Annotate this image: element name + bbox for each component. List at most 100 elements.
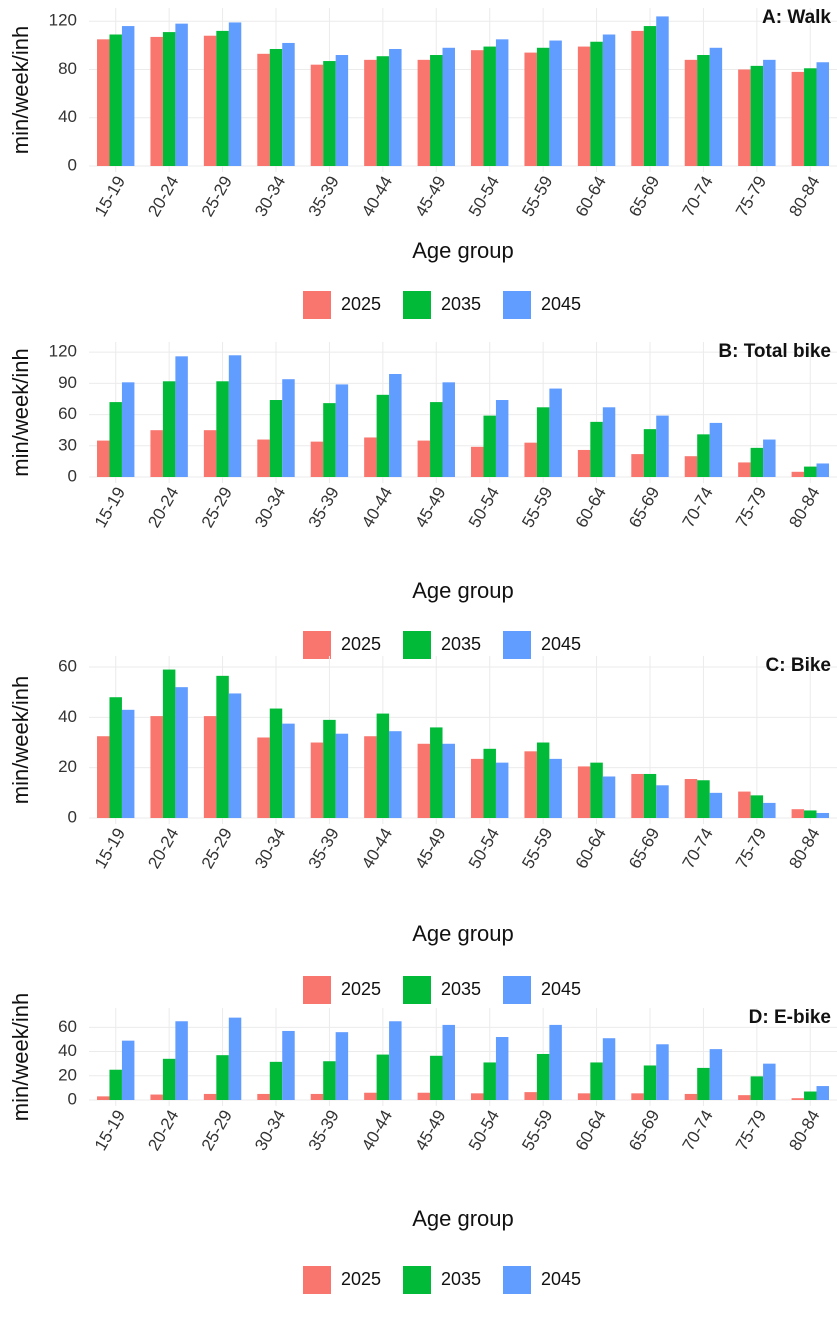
y-tick-label: 0 — [68, 1089, 77, 1108]
bar — [804, 68, 817, 166]
bar — [150, 716, 163, 818]
x-tick-label: 25-29 — [198, 825, 236, 872]
bar — [549, 388, 562, 477]
bar — [697, 1067, 710, 1100]
bar — [577, 449, 591, 477]
x-tick-label: 55-59 — [518, 1107, 556, 1154]
x-tick-label: 35-39 — [305, 173, 343, 220]
bar — [97, 39, 110, 167]
x-tick-label: 15-19 — [91, 484, 129, 531]
bar — [109, 697, 122, 818]
x-tick-label: 70-74 — [679, 484, 717, 531]
legend-swatch — [303, 976, 331, 1004]
legend-label: 2035 — [441, 294, 481, 314]
x-axis-label: Age group — [412, 1206, 514, 1231]
bar — [376, 1054, 390, 1100]
legend-swatch — [503, 976, 531, 1004]
bar — [791, 71, 805, 166]
legend-label: 2045 — [541, 979, 581, 999]
bar — [549, 758, 562, 818]
bar — [417, 743, 431, 818]
x-tick-label: 80-84 — [785, 1107, 823, 1154]
bar — [442, 382, 455, 477]
bar — [483, 748, 496, 818]
bar — [364, 59, 377, 166]
x-tick-label: 20-24 — [144, 825, 182, 872]
bar — [335, 384, 349, 477]
x-tick-label: 75-79 — [732, 484, 770, 531]
bar — [536, 1053, 550, 1100]
y-tick-label: 0 — [68, 466, 77, 485]
x-tick-label: 75-79 — [732, 1107, 770, 1154]
x-tick-label: 60-64 — [572, 825, 610, 872]
bar — [121, 382, 135, 477]
x-tick-label: 25-29 — [198, 173, 236, 220]
bar — [175, 1021, 188, 1100]
bar — [590, 421, 603, 477]
bar — [310, 1093, 324, 1100]
bar — [175, 687, 188, 818]
bar — [763, 59, 776, 166]
y-tick-label: 40 — [58, 707, 77, 726]
bar — [389, 48, 402, 166]
bar — [310, 441, 324, 477]
bar — [364, 736, 377, 818]
bar — [430, 727, 443, 818]
y-tick-label: 40 — [58, 1041, 77, 1060]
bar — [697, 55, 710, 167]
x-tick-label: 55-59 — [518, 484, 556, 531]
bar — [602, 776, 616, 818]
bar — [471, 50, 484, 166]
bar — [257, 737, 270, 818]
x-tick-label: 15-19 — [91, 1107, 129, 1154]
x-tick-label: 40-44 — [358, 173, 396, 220]
bar — [631, 454, 644, 477]
x-tick-label: 70-74 — [679, 173, 717, 220]
bar — [816, 812, 829, 818]
bar — [590, 41, 603, 166]
x-tick-label: 30-34 — [251, 825, 289, 872]
y-tick-label: 20 — [58, 757, 77, 776]
x-tick-label: 15-19 — [91, 825, 129, 872]
x-tick-label: 45-49 — [411, 484, 449, 531]
bar — [376, 394, 390, 477]
x-tick-label: 50-54 — [465, 825, 503, 872]
y-tick-label: 60 — [58, 404, 77, 423]
bar — [471, 446, 484, 477]
x-tick-label: 65-69 — [625, 173, 663, 220]
x-tick-label: 40-44 — [358, 825, 396, 872]
x-tick-label: 80-84 — [785, 173, 823, 220]
bar — [162, 381, 176, 477]
bar — [417, 1092, 431, 1100]
bar — [791, 809, 805, 818]
x-tick-label: 30-34 — [251, 173, 289, 220]
bar — [804, 1091, 817, 1100]
legend-label: 2025 — [341, 979, 381, 999]
legend-swatch — [403, 1266, 431, 1294]
bar — [709, 792, 723, 818]
bar — [323, 719, 336, 818]
bar — [282, 1030, 295, 1100]
x-tick-label: 50-54 — [465, 484, 503, 531]
bar — [175, 23, 188, 167]
bar — [335, 55, 349, 167]
bar — [228, 1017, 242, 1100]
bar — [643, 1065, 657, 1100]
bar — [282, 723, 295, 818]
bar — [282, 379, 295, 477]
bar — [709, 1049, 723, 1100]
y-tick-label: 0 — [68, 155, 77, 174]
bar — [804, 466, 817, 477]
y-tick-label: 90 — [58, 373, 77, 392]
x-axis-label: Age group — [412, 238, 514, 263]
bar — [750, 65, 764, 166]
bar — [791, 471, 805, 477]
bar — [162, 669, 176, 818]
bar — [602, 34, 616, 167]
bar — [684, 779, 698, 818]
x-tick-label: 45-49 — [411, 173, 449, 220]
bar — [389, 374, 402, 477]
bar — [750, 447, 764, 477]
